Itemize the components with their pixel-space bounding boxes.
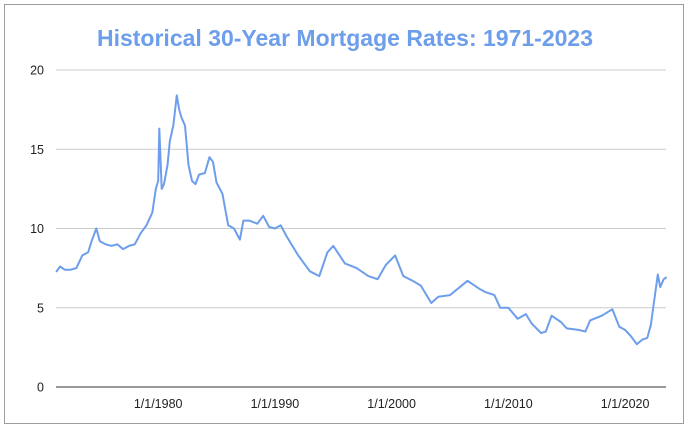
y-tick-label: 15 — [30, 143, 44, 157]
grid-lines — [56, 69, 666, 309]
y-tick-label: 0 — [37, 381, 44, 395]
x-tick-label: 1/1/1990 — [251, 397, 300, 411]
series-group — [55, 94, 667, 346]
y-tick-label: 20 — [30, 64, 44, 78]
y-tick-label: 5 — [37, 301, 44, 315]
x-tick-label: 1/1/2010 — [484, 397, 533, 411]
x-tick-label: 1/1/1980 — [134, 397, 183, 411]
x-tick-label: 1/1/2000 — [367, 397, 416, 411]
chart-title: Historical 30-Year Mortgage Rates: 1971-… — [97, 25, 593, 51]
chart-frame — [4, 4, 684, 424]
series-line-0 — [55, 94, 667, 346]
y-axis-ticks: 0 5 10 15 20 — [30, 64, 44, 395]
y-tick-label: 10 — [30, 222, 44, 236]
x-axis-ticks: 1/1/1980 1/1/1990 1/1/2000 1/1/2010 1/1/2020 — [134, 397, 650, 411]
x-tick-label: 1/1/2020 — [601, 397, 650, 411]
